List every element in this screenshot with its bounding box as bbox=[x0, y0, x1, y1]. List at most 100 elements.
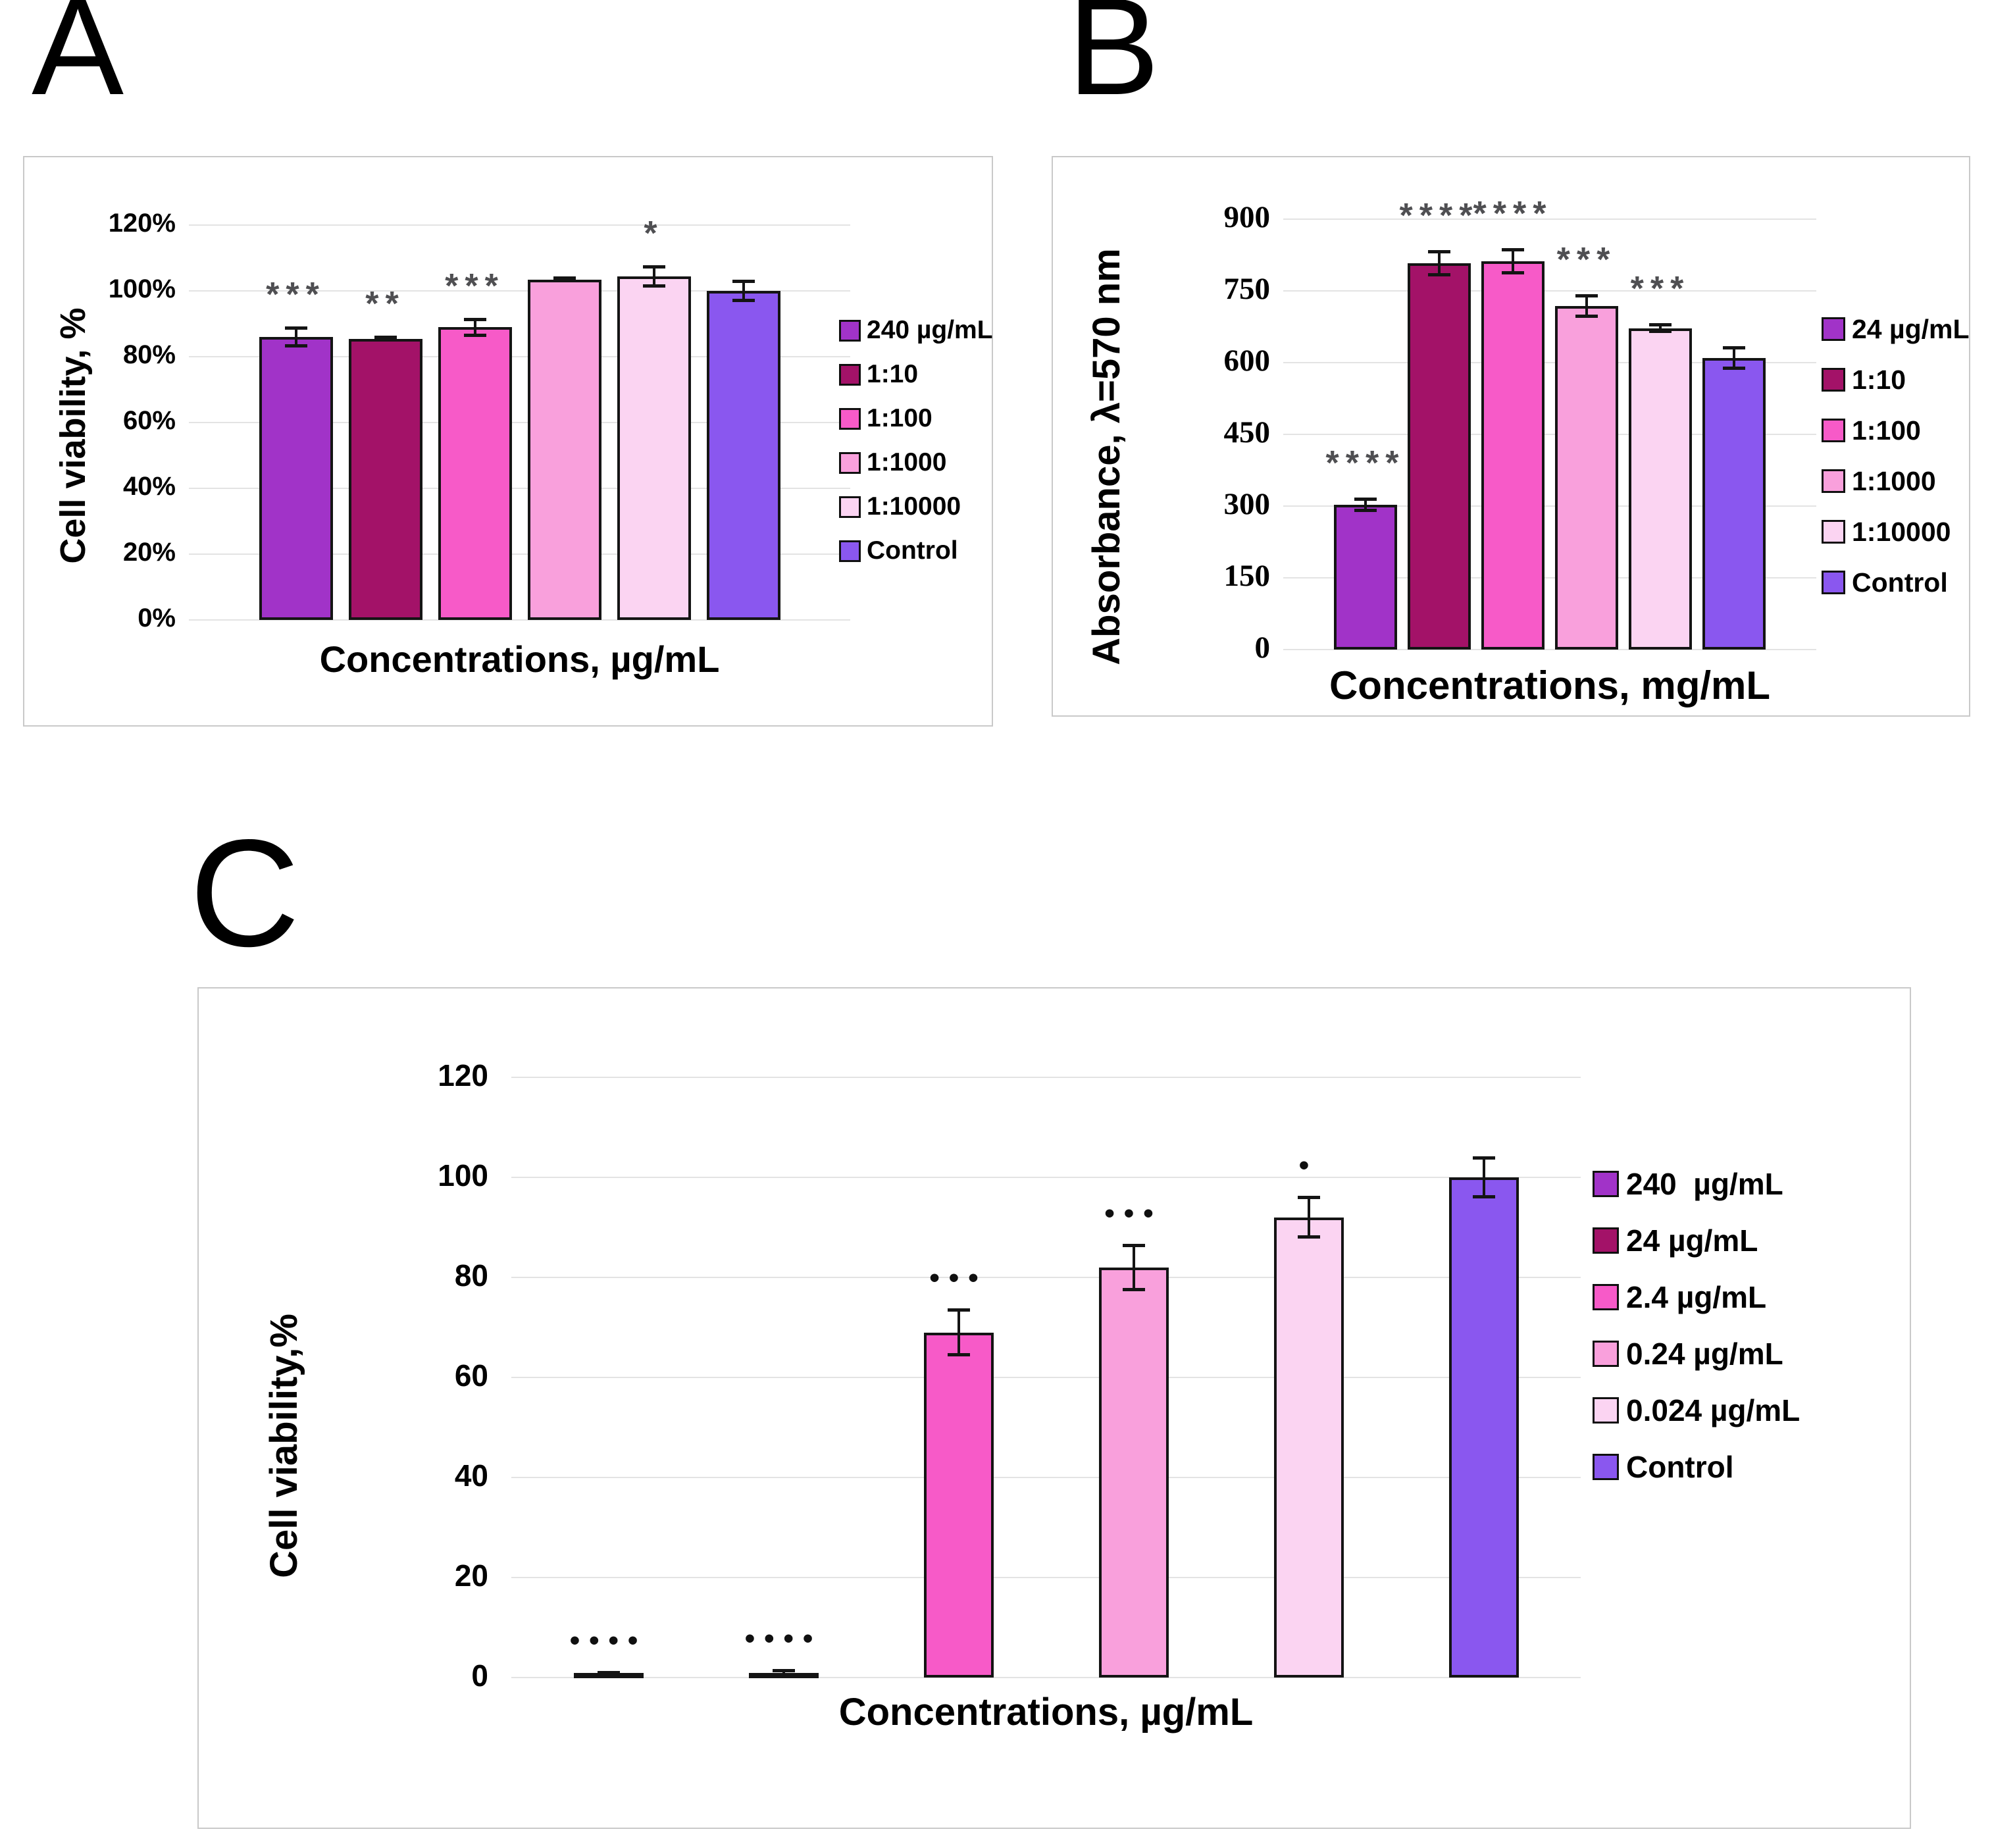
legend-item-label: 0.24 µg/mL bbox=[1626, 1337, 1783, 1371]
error-bar-stem bbox=[1733, 347, 1735, 369]
error-bar-stem bbox=[652, 266, 655, 286]
significance-marker: *** bbox=[266, 276, 326, 314]
significance-marker: *** bbox=[1556, 241, 1617, 280]
gridline bbox=[1283, 433, 1816, 435]
legend-swatch bbox=[1822, 469, 1845, 493]
error-bar-cap bbox=[1723, 346, 1745, 349]
gridline bbox=[189, 553, 850, 555]
error-bar-cap bbox=[642, 265, 665, 269]
error-bar-cap bbox=[947, 1352, 970, 1356]
legend-item: 24 µg/mL bbox=[1822, 314, 1970, 344]
legend-swatch bbox=[1822, 368, 1845, 392]
bar bbox=[259, 337, 333, 620]
legend-swatch bbox=[839, 496, 861, 518]
gridline bbox=[1283, 577, 1816, 578]
error-bar-cap bbox=[1297, 1196, 1320, 1200]
error-bar-stem bbox=[473, 319, 476, 336]
legend-item: Control bbox=[839, 536, 993, 565]
error-bar-stem bbox=[1482, 1157, 1485, 1198]
error-bar-cap bbox=[463, 317, 486, 321]
error-bar-cap bbox=[1122, 1288, 1145, 1291]
gridline bbox=[511, 1677, 1581, 1678]
significance-marker: *** bbox=[445, 267, 505, 305]
gridline bbox=[1283, 505, 1816, 507]
panel-a-chart: Cell viability, % 0% 20% 40% 60% 80% 100% 120%… bbox=[23, 156, 993, 727]
error-bar-cap bbox=[732, 280, 755, 283]
legend-item-label: 2.4 µg/mL bbox=[1626, 1280, 1767, 1314]
legend-swatch bbox=[1593, 1171, 1619, 1197]
legend: 24 µg/mL 1:10 1:100 1:1000 1:10000 Control bbox=[1822, 314, 1970, 618]
y-tick-label: 120 bbox=[438, 1058, 488, 1092]
legend-item-label: 1:100 bbox=[867, 404, 932, 432]
panel-b-chart: Absorbance, λ=570 nm 0 150 300 450 600 750 900… bbox=[1052, 156, 1970, 717]
y-tick-label: 80 bbox=[454, 1258, 488, 1293]
error-bar-stem bbox=[742, 281, 745, 301]
plot-area: 0 20 40 60 80 100 120 •••• •••• ••• ••• • bbox=[199, 988, 1910, 1828]
error-bar-cap bbox=[374, 338, 397, 342]
bar bbox=[923, 1332, 994, 1678]
y-tick-label: 60 bbox=[454, 1358, 488, 1393]
error-bar-cap bbox=[374, 336, 397, 339]
legend-item: 1:10 bbox=[839, 360, 993, 388]
gridline bbox=[189, 224, 850, 226]
legend-swatch bbox=[1822, 520, 1845, 544]
error-bar-cap bbox=[1575, 315, 1598, 319]
panel-label-b: B bbox=[1067, 0, 1160, 124]
error-bar-cap bbox=[772, 1669, 795, 1673]
significance-marker: •••• bbox=[744, 1622, 823, 1655]
bar bbox=[617, 276, 691, 620]
y-tick-label: 450 bbox=[1223, 415, 1271, 449]
legend: 240 µg/mL 1:10 1:100 1:1000 1:10000 Control bbox=[839, 316, 993, 581]
legend-item: 1:10000 bbox=[839, 492, 993, 521]
legend-item: 2.4 µg/mL bbox=[1593, 1280, 1800, 1314]
significance-marker: **** bbox=[1473, 194, 1553, 233]
error-bar-cap bbox=[947, 1308, 970, 1312]
legend-swatch bbox=[1822, 317, 1845, 341]
y-tick-label: 100% bbox=[108, 274, 176, 303]
y-tick-label: 40% bbox=[122, 472, 176, 501]
panel-label-c: C bbox=[190, 808, 300, 979]
error-bar-stem bbox=[294, 328, 297, 346]
y-tick-label: 0 bbox=[471, 1658, 488, 1693]
error-bar-cap bbox=[553, 276, 576, 280]
y-tick-label: 900 bbox=[1223, 199, 1271, 234]
significance-marker: ** bbox=[365, 285, 405, 323]
gridline bbox=[189, 488, 850, 489]
gridline bbox=[1283, 218, 1816, 220]
legend-item: 1:1000 bbox=[1822, 466, 1970, 496]
y-tick-label: 0 bbox=[1254, 630, 1271, 665]
gridline bbox=[1283, 361, 1816, 363]
legend-item: 0.024 µg/mL bbox=[1593, 1393, 1800, 1427]
error-bar-cap bbox=[463, 333, 486, 337]
plot-area: 0% 20% 40% 60% 80% 100% 120% *** ** *** * bbox=[24, 157, 992, 725]
error-bar-cap bbox=[642, 284, 665, 288]
legend-item-label: 1:10 bbox=[1852, 364, 1906, 395]
y-tick-label: 20 bbox=[454, 1558, 488, 1593]
legend-item-label: 1:1000 bbox=[867, 448, 947, 476]
legend-swatch bbox=[839, 540, 861, 562]
gridline bbox=[189, 619, 850, 621]
legend-item-label: Control bbox=[1852, 567, 1948, 598]
bar bbox=[438, 327, 512, 620]
legend-swatch bbox=[1593, 1284, 1619, 1310]
legend-swatch bbox=[839, 319, 861, 342]
error-bar-stem bbox=[1512, 249, 1514, 274]
y-tick-label: 750 bbox=[1223, 271, 1271, 306]
bar bbox=[1098, 1267, 1169, 1678]
legend-item: 1:100 bbox=[1822, 415, 1970, 446]
y-tick-label: 120% bbox=[108, 209, 176, 238]
error-bar-cap bbox=[1502, 247, 1524, 251]
legend-swatch bbox=[1593, 1397, 1619, 1424]
y-tick-label: 60% bbox=[122, 406, 176, 435]
legend-swatch bbox=[1822, 419, 1845, 442]
bar bbox=[1334, 504, 1397, 650]
legend-item: 240 µg/mL bbox=[839, 316, 993, 344]
error-bar-cap bbox=[1472, 1156, 1495, 1160]
legend-item-label: 24 µg/mL bbox=[1626, 1223, 1758, 1258]
x-axis-title: Concentrations, mg/mL bbox=[1329, 663, 1771, 707]
gridline bbox=[511, 1277, 1581, 1278]
gridline bbox=[511, 1577, 1581, 1578]
gridline bbox=[511, 1177, 1581, 1178]
significance-marker: ••• bbox=[929, 1262, 988, 1295]
legend-swatch bbox=[1593, 1227, 1619, 1254]
